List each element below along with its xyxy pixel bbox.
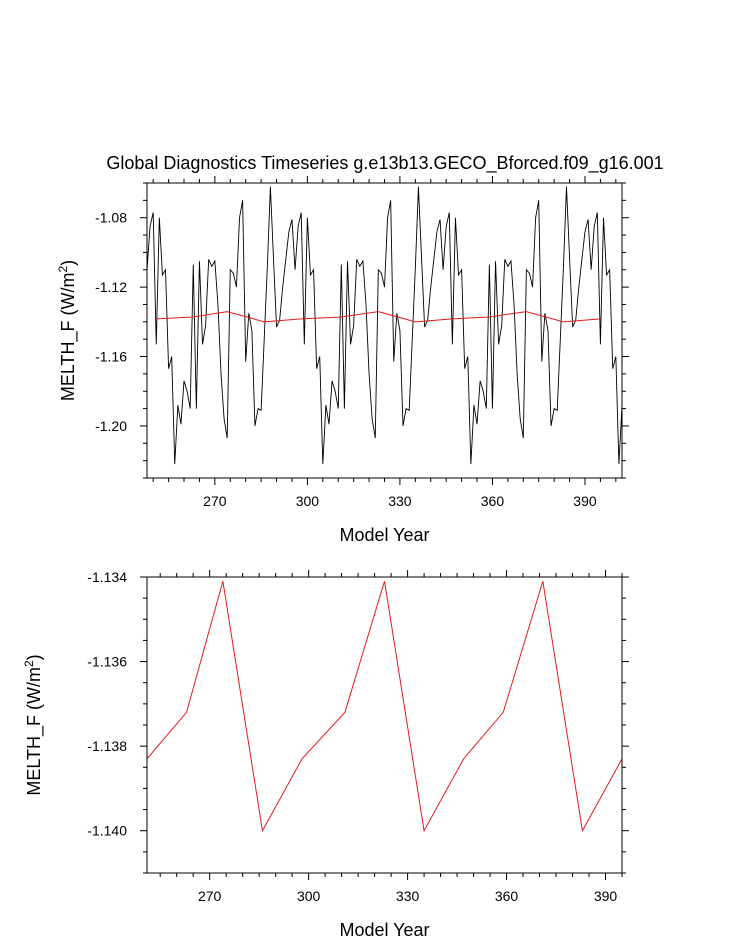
y-tick-label: -1.134: [87, 569, 127, 585]
y-tick-label: -1.12: [95, 279, 127, 295]
y-tick-label: -1.20: [95, 418, 127, 434]
x-tick-label: 360: [495, 888, 519, 904]
y-axis-label-sup: 2: [56, 266, 70, 273]
y-tick-label: -1.140: [87, 823, 127, 839]
x-tick-label: 300: [296, 493, 320, 509]
plot-frame: [146, 182, 623, 479]
y-tick-label: -1.136: [87, 654, 127, 670]
y-tick-label: -1.08: [95, 210, 127, 226]
x-tick-label: 330: [396, 888, 420, 904]
y-axis-label-close: ): [58, 260, 78, 266]
y-axis-label-sup: 2: [22, 660, 36, 667]
y-axis-label-close: ): [24, 654, 44, 660]
y-tick-label: -1.138: [87, 738, 127, 754]
x-tick-label: 390: [573, 493, 597, 509]
top-panel: 270 300 330 360 390 -1.20 -1.16 -1.12 -1.08 Model…: [56, 176, 629, 545]
plot-frame: [146, 576, 623, 874]
x-tick-label: 270: [198, 888, 222, 904]
y-axis-label-main: MELTH_F (W/m: [24, 667, 45, 796]
x-axis-label: Model Year: [339, 525, 429, 545]
series-line-0: [147, 581, 622, 833]
x-tick-label: 360: [481, 493, 505, 509]
bottom-panel: 270 300 330 360 390 -1.140 -1.138 -1.136 -1.134 M…: [22, 569, 629, 940]
y-tick-label: -1.16: [95, 349, 127, 365]
x-tick-label: 330: [388, 493, 412, 509]
x-tick-label: 300: [297, 888, 321, 904]
y-axis-label: MELTH_F (W/m2): [56, 260, 79, 401]
x-tick-label: 270: [203, 493, 227, 509]
y-axis-label: MELTH_F (W/m2): [22, 654, 45, 795]
series-line-0: [147, 186, 622, 465]
x-tick-label: 390: [594, 888, 618, 904]
y-axis-label-main: MELTH_F (W/m: [58, 273, 79, 402]
series-line-1: [156, 311, 601, 323]
x-axis-label: Model Year: [339, 920, 429, 940]
chart-title: Global Diagnostics Timeseries g.e13b13.G…: [106, 153, 663, 174]
